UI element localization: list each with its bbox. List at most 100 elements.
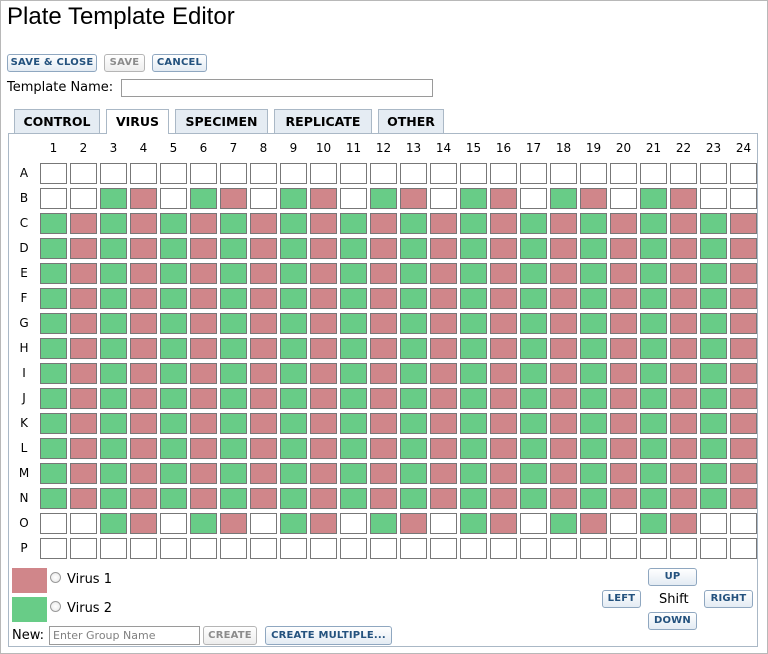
well-P21[interactable] bbox=[640, 538, 667, 559]
well-E9[interactable] bbox=[280, 263, 307, 284]
well-P22[interactable] bbox=[670, 538, 697, 559]
well-M9[interactable] bbox=[280, 463, 307, 484]
well-G14[interactable] bbox=[430, 313, 457, 334]
well-I13[interactable] bbox=[400, 363, 427, 384]
well-B24[interactable] bbox=[730, 188, 757, 209]
save-button[interactable]: SAVE bbox=[104, 54, 145, 72]
well-D5[interactable] bbox=[160, 238, 187, 259]
well-P13[interactable] bbox=[400, 538, 427, 559]
well-N5[interactable] bbox=[160, 488, 187, 509]
well-G7[interactable] bbox=[220, 313, 247, 334]
well-C10[interactable] bbox=[310, 213, 337, 234]
well-G10[interactable] bbox=[310, 313, 337, 334]
well-A7[interactable] bbox=[220, 163, 247, 184]
well-O10[interactable] bbox=[310, 513, 337, 534]
well-I15[interactable] bbox=[460, 363, 487, 384]
well-P11[interactable] bbox=[340, 538, 367, 559]
well-D9[interactable] bbox=[280, 238, 307, 259]
well-H9[interactable] bbox=[280, 338, 307, 359]
well-O21[interactable] bbox=[640, 513, 667, 534]
well-I24[interactable] bbox=[730, 363, 757, 384]
well-N1[interactable] bbox=[40, 488, 67, 509]
well-G6[interactable] bbox=[190, 313, 217, 334]
well-L14[interactable] bbox=[430, 438, 457, 459]
well-B15[interactable] bbox=[460, 188, 487, 209]
well-L13[interactable] bbox=[400, 438, 427, 459]
well-G3[interactable] bbox=[100, 313, 127, 334]
well-D19[interactable] bbox=[580, 238, 607, 259]
well-N11[interactable] bbox=[340, 488, 367, 509]
well-G15[interactable] bbox=[460, 313, 487, 334]
well-P2[interactable] bbox=[70, 538, 97, 559]
well-F2[interactable] bbox=[70, 288, 97, 309]
well-J8[interactable] bbox=[250, 388, 277, 409]
well-E7[interactable] bbox=[220, 263, 247, 284]
well-N22[interactable] bbox=[670, 488, 697, 509]
well-F6[interactable] bbox=[190, 288, 217, 309]
shift-up-button[interactable]: UP bbox=[648, 568, 697, 586]
well-N10[interactable] bbox=[310, 488, 337, 509]
well-F11[interactable] bbox=[340, 288, 367, 309]
well-A24[interactable] bbox=[730, 163, 757, 184]
well-H8[interactable] bbox=[250, 338, 277, 359]
well-A23[interactable] bbox=[700, 163, 727, 184]
well-L6[interactable] bbox=[190, 438, 217, 459]
well-A3[interactable] bbox=[100, 163, 127, 184]
well-H13[interactable] bbox=[400, 338, 427, 359]
well-J18[interactable] bbox=[550, 388, 577, 409]
well-L3[interactable] bbox=[100, 438, 127, 459]
create-multiple-button[interactable]: CREATE MULTIPLE... bbox=[265, 626, 392, 645]
well-O20[interactable] bbox=[610, 513, 637, 534]
well-D7[interactable] bbox=[220, 238, 247, 259]
well-J10[interactable] bbox=[310, 388, 337, 409]
well-G22[interactable] bbox=[670, 313, 697, 334]
well-G9[interactable] bbox=[280, 313, 307, 334]
well-H18[interactable] bbox=[550, 338, 577, 359]
well-A22[interactable] bbox=[670, 163, 697, 184]
well-G1[interactable] bbox=[40, 313, 67, 334]
well-K24[interactable] bbox=[730, 413, 757, 434]
well-M24[interactable] bbox=[730, 463, 757, 484]
well-I21[interactable] bbox=[640, 363, 667, 384]
well-P9[interactable] bbox=[280, 538, 307, 559]
well-A6[interactable] bbox=[190, 163, 217, 184]
well-A20[interactable] bbox=[610, 163, 637, 184]
well-I22[interactable] bbox=[670, 363, 697, 384]
well-A5[interactable] bbox=[160, 163, 187, 184]
well-K8[interactable] bbox=[250, 413, 277, 434]
well-M4[interactable] bbox=[130, 463, 157, 484]
well-M11[interactable] bbox=[340, 463, 367, 484]
well-I1[interactable] bbox=[40, 363, 67, 384]
well-I18[interactable] bbox=[550, 363, 577, 384]
well-J1[interactable] bbox=[40, 388, 67, 409]
well-M8[interactable] bbox=[250, 463, 277, 484]
well-L11[interactable] bbox=[340, 438, 367, 459]
well-I5[interactable] bbox=[160, 363, 187, 384]
well-M3[interactable] bbox=[100, 463, 127, 484]
well-K23[interactable] bbox=[700, 413, 727, 434]
well-N23[interactable] bbox=[700, 488, 727, 509]
well-P5[interactable] bbox=[160, 538, 187, 559]
well-K9[interactable] bbox=[280, 413, 307, 434]
well-M23[interactable] bbox=[700, 463, 727, 484]
tab-specimen[interactable]: SPECIMEN bbox=[175, 109, 268, 133]
well-P24[interactable] bbox=[730, 538, 757, 559]
well-K18[interactable] bbox=[550, 413, 577, 434]
well-H10[interactable] bbox=[310, 338, 337, 359]
well-J24[interactable] bbox=[730, 388, 757, 409]
well-G19[interactable] bbox=[580, 313, 607, 334]
well-I20[interactable] bbox=[610, 363, 637, 384]
create-button[interactable]: CREATE bbox=[203, 626, 257, 645]
well-A1[interactable] bbox=[40, 163, 67, 184]
well-I17[interactable] bbox=[520, 363, 547, 384]
well-G23[interactable] bbox=[700, 313, 727, 334]
well-E11[interactable] bbox=[340, 263, 367, 284]
well-C15[interactable] bbox=[460, 213, 487, 234]
well-E20[interactable] bbox=[610, 263, 637, 284]
well-H20[interactable] bbox=[610, 338, 637, 359]
well-L23[interactable] bbox=[700, 438, 727, 459]
well-J21[interactable] bbox=[640, 388, 667, 409]
well-D22[interactable] bbox=[670, 238, 697, 259]
well-H7[interactable] bbox=[220, 338, 247, 359]
well-D17[interactable] bbox=[520, 238, 547, 259]
